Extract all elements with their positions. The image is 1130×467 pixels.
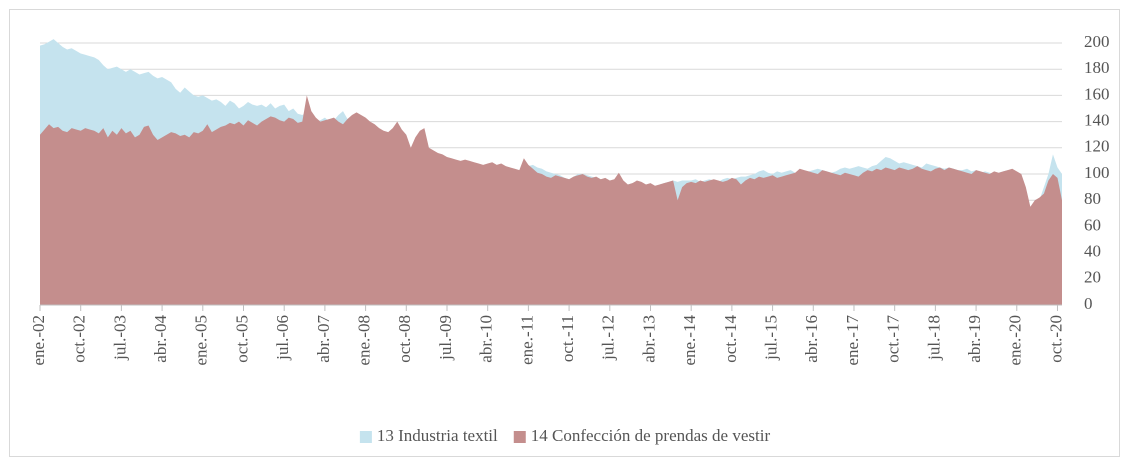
- x-tick-label: jul.-18: [924, 315, 943, 361]
- legend-label: 14 Confección de prendas de vestir: [531, 426, 771, 445]
- x-tick-label: oct.-11: [558, 315, 577, 362]
- x-tick-label: jul.-06: [273, 315, 292, 361]
- y-tick-label: 60: [1084, 215, 1101, 234]
- x-tick-label: abr.-16: [802, 315, 821, 363]
- y-tick-label: 0: [1084, 294, 1093, 313]
- legend-swatch: [359, 431, 372, 443]
- x-tick-label: abr.-10: [477, 315, 496, 363]
- x-tick-label: ene.-17: [843, 315, 862, 366]
- x-tick-label: abr.-13: [639, 315, 658, 363]
- x-tick-label: ene.-02: [29, 315, 48, 366]
- area: [40, 95, 1062, 306]
- y-tick-label: 160: [1084, 84, 1110, 103]
- x-tick-label: jul.-03: [110, 315, 129, 361]
- x-tick-label: oct.-05: [232, 315, 251, 363]
- x-tick-label: ene.-20: [1006, 315, 1025, 366]
- legend-swatch: [513, 431, 526, 443]
- x-tick-label: abr.-07: [314, 315, 333, 363]
- x-tick-label: oct.-17: [884, 315, 903, 363]
- y-tick-label: 100: [1084, 163, 1110, 182]
- y-tick-label: 20: [1084, 268, 1101, 287]
- x-tick-label: ene.-05: [192, 315, 211, 366]
- x-tick-label: ene.-11: [517, 315, 536, 365]
- y-tick-label: 120: [1084, 137, 1110, 156]
- x-tick-label: oct.-14: [721, 315, 740, 363]
- x-tick-label: ene.-14: [680, 315, 699, 366]
- x-tick-label: jul.-15: [761, 315, 780, 361]
- x-tick-label: jul.-09: [436, 315, 455, 361]
- x-tick-label: oct.-02: [70, 315, 89, 363]
- x-tick-label: ene.-08: [354, 315, 373, 366]
- x-tick-label: abr.-19: [965, 315, 984, 363]
- y-tick-label: 80: [1084, 189, 1101, 208]
- x-tick-label: jul.-12: [599, 315, 618, 361]
- y-tick-label: 200: [1084, 32, 1110, 51]
- x-tick-label: oct.-08: [395, 315, 414, 363]
- y-tick-label: 140: [1084, 111, 1110, 130]
- x-tick-label: abr.-04: [151, 315, 170, 363]
- x-tick-label: oct.-20: [1046, 315, 1065, 363]
- y-tick-label: 40: [1084, 242, 1101, 261]
- legend-label: 13 Industria textil: [377, 426, 498, 445]
- y-tick-label: 180: [1084, 58, 1110, 77]
